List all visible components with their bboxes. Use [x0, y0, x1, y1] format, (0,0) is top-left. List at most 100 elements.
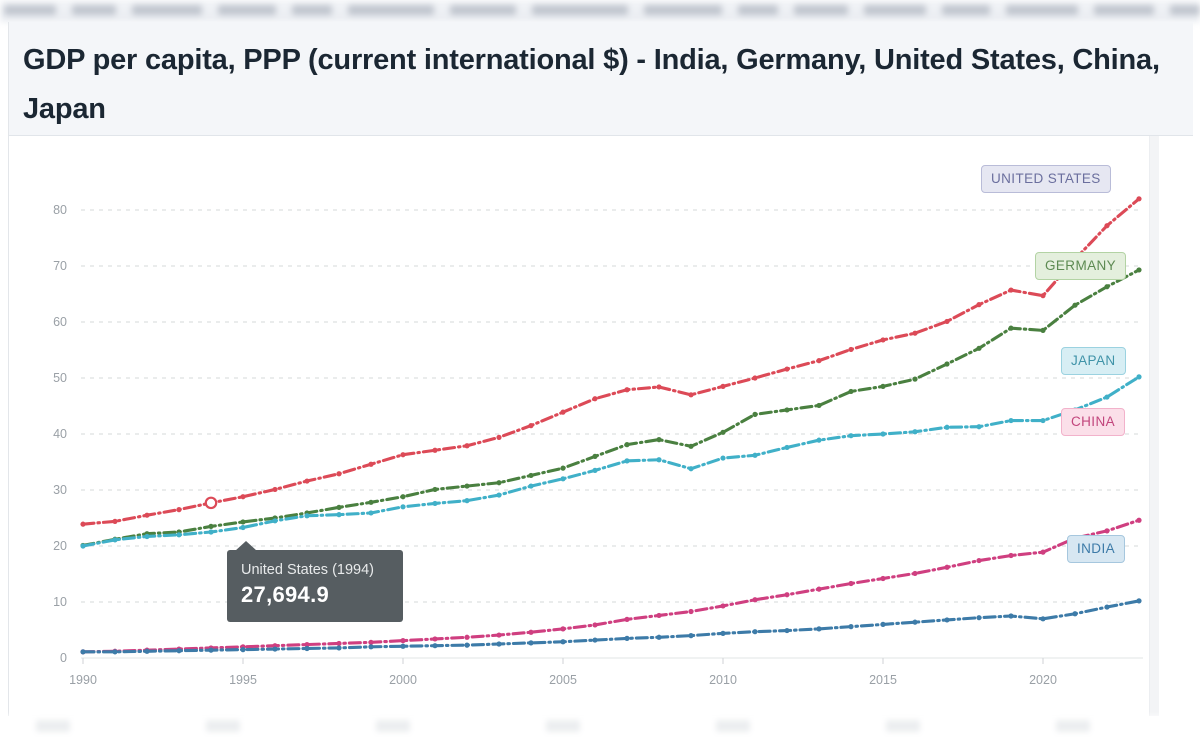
data-point[interactable]: [208, 529, 214, 535]
data-point[interactable]: [656, 457, 662, 463]
data-point[interactable]: [720, 383, 726, 389]
data-point[interactable]: [368, 499, 374, 505]
data-point[interactable]: [976, 557, 982, 564]
data-point[interactable]: [112, 537, 118, 543]
data-point[interactable]: [976, 345, 982, 351]
data-point[interactable]: [464, 642, 470, 648]
data-point[interactable]: [656, 612, 662, 619]
data-point[interactable]: [496, 434, 502, 440]
data-point[interactable]: [336, 640, 342, 647]
data-point[interactable]: [144, 648, 150, 654]
data-point[interactable]: [944, 361, 950, 367]
data-point[interactable]: [912, 429, 918, 435]
data-point[interactable]: [880, 383, 886, 389]
data-point[interactable]: [1104, 284, 1110, 290]
data-point[interactable]: [1008, 417, 1014, 424]
data-point[interactable]: [240, 519, 246, 525]
data-point[interactable]: [784, 444, 790, 451]
data-point[interactable]: [816, 586, 822, 592]
vertical-scrollbar[interactable]: [1150, 136, 1159, 716]
data-point[interactable]: [912, 619, 918, 625]
data-point[interactable]: [624, 458, 630, 464]
data-point[interactable]: [720, 455, 726, 461]
data-point[interactable]: [1040, 616, 1046, 622]
data-point[interactable]: [1104, 604, 1110, 610]
plot-area[interactable]: 0 10 20 30 40 50 60 70 80 1990 1995 2000 2005 2010 201…: [9, 136, 1193, 716]
data-point[interactable]: [304, 641, 310, 648]
series-line[interactable]: [81, 268, 1141, 547]
data-point[interactable]: [976, 615, 982, 621]
data-point[interactable]: [816, 437, 822, 443]
data-point[interactable]: [976, 424, 982, 430]
data-point[interactable]: [400, 494, 406, 500]
series-line[interactable]: [81, 197, 1141, 526]
data-point[interactable]: [80, 521, 86, 527]
data-point[interactable]: [1040, 417, 1046, 424]
data-point[interactable]: [592, 453, 598, 459]
data-point[interactable]: [432, 636, 438, 642]
data-point[interactable]: [496, 641, 502, 647]
data-point[interactable]: [176, 532, 182, 538]
data-point[interactable]: [464, 498, 470, 504]
data-point[interactable]: [400, 638, 406, 644]
data-point[interactable]: [560, 465, 566, 471]
data-point[interactable]: [432, 486, 438, 493]
data-point[interactable]: [752, 452, 758, 458]
data-point[interactable]: [688, 608, 694, 615]
data-point[interactable]: [240, 494, 246, 500]
data-point[interactable]: [80, 543, 86, 549]
data-point[interactable]: [848, 388, 854, 395]
data-point[interactable]: [912, 330, 918, 336]
data-point[interactable]: [144, 512, 150, 518]
data-point[interactable]: [1136, 374, 1142, 380]
data-point[interactable]: [880, 575, 886, 582]
series-line[interactable]: [81, 599, 1141, 654]
data-point[interactable]: [528, 472, 534, 479]
data-point[interactable]: [688, 633, 694, 639]
data-point[interactable]: [368, 461, 374, 467]
data-point[interactable]: [400, 643, 406, 649]
data-point[interactable]: [1104, 223, 1110, 229]
data-point[interactable]: [944, 617, 950, 623]
series-line[interactable]: [81, 375, 1141, 548]
data-point[interactable]: [336, 471, 342, 477]
data-point[interactable]: [784, 366, 790, 372]
data-point[interactable]: [592, 622, 598, 628]
data-point[interactable]: [560, 626, 566, 632]
data-point[interactable]: [656, 384, 662, 390]
data-point[interactable]: [624, 387, 630, 393]
data-point[interactable]: [400, 504, 406, 510]
data-point[interactable]: [560, 476, 566, 482]
data-point[interactable]: [400, 452, 406, 458]
data-point[interactable]: [144, 533, 150, 540]
data-point[interactable]: [272, 646, 278, 652]
data-point[interactable]: [944, 564, 950, 570]
data-point[interactable]: [1008, 325, 1014, 331]
data-point[interactable]: [976, 302, 982, 308]
hover-marker[interactable]: [204, 496, 218, 510]
data-point[interactable]: [272, 486, 278, 493]
data-point[interactable]: [752, 411, 758, 417]
data-point[interactable]: [1072, 611, 1078, 617]
data-point[interactable]: [368, 639, 374, 645]
series-label-china[interactable]: CHINA: [1061, 408, 1126, 437]
data-point[interactable]: [560, 639, 566, 645]
data-point[interactable]: [752, 597, 758, 603]
data-point[interactable]: [1072, 302, 1078, 308]
data-point[interactable]: [752, 375, 758, 381]
data-point[interactable]: [1136, 196, 1142, 202]
data-point[interactable]: [624, 442, 630, 448]
data-point[interactable]: [816, 358, 822, 364]
data-point[interactable]: [1104, 528, 1110, 534]
data-point[interactable]: [432, 500, 438, 507]
data-point[interactable]: [112, 649, 118, 655]
data-point[interactable]: [848, 580, 854, 587]
series-label-united-states[interactable]: UNITED STATES: [981, 164, 1111, 193]
series-label-india[interactable]: INDIA: [1067, 534, 1126, 563]
data-point[interactable]: [560, 409, 566, 415]
data-point[interactable]: [240, 524, 246, 531]
data-point[interactable]: [880, 621, 886, 627]
data-point[interactable]: [432, 447, 438, 453]
data-point[interactable]: [528, 483, 534, 489]
data-point[interactable]: [304, 645, 310, 652]
